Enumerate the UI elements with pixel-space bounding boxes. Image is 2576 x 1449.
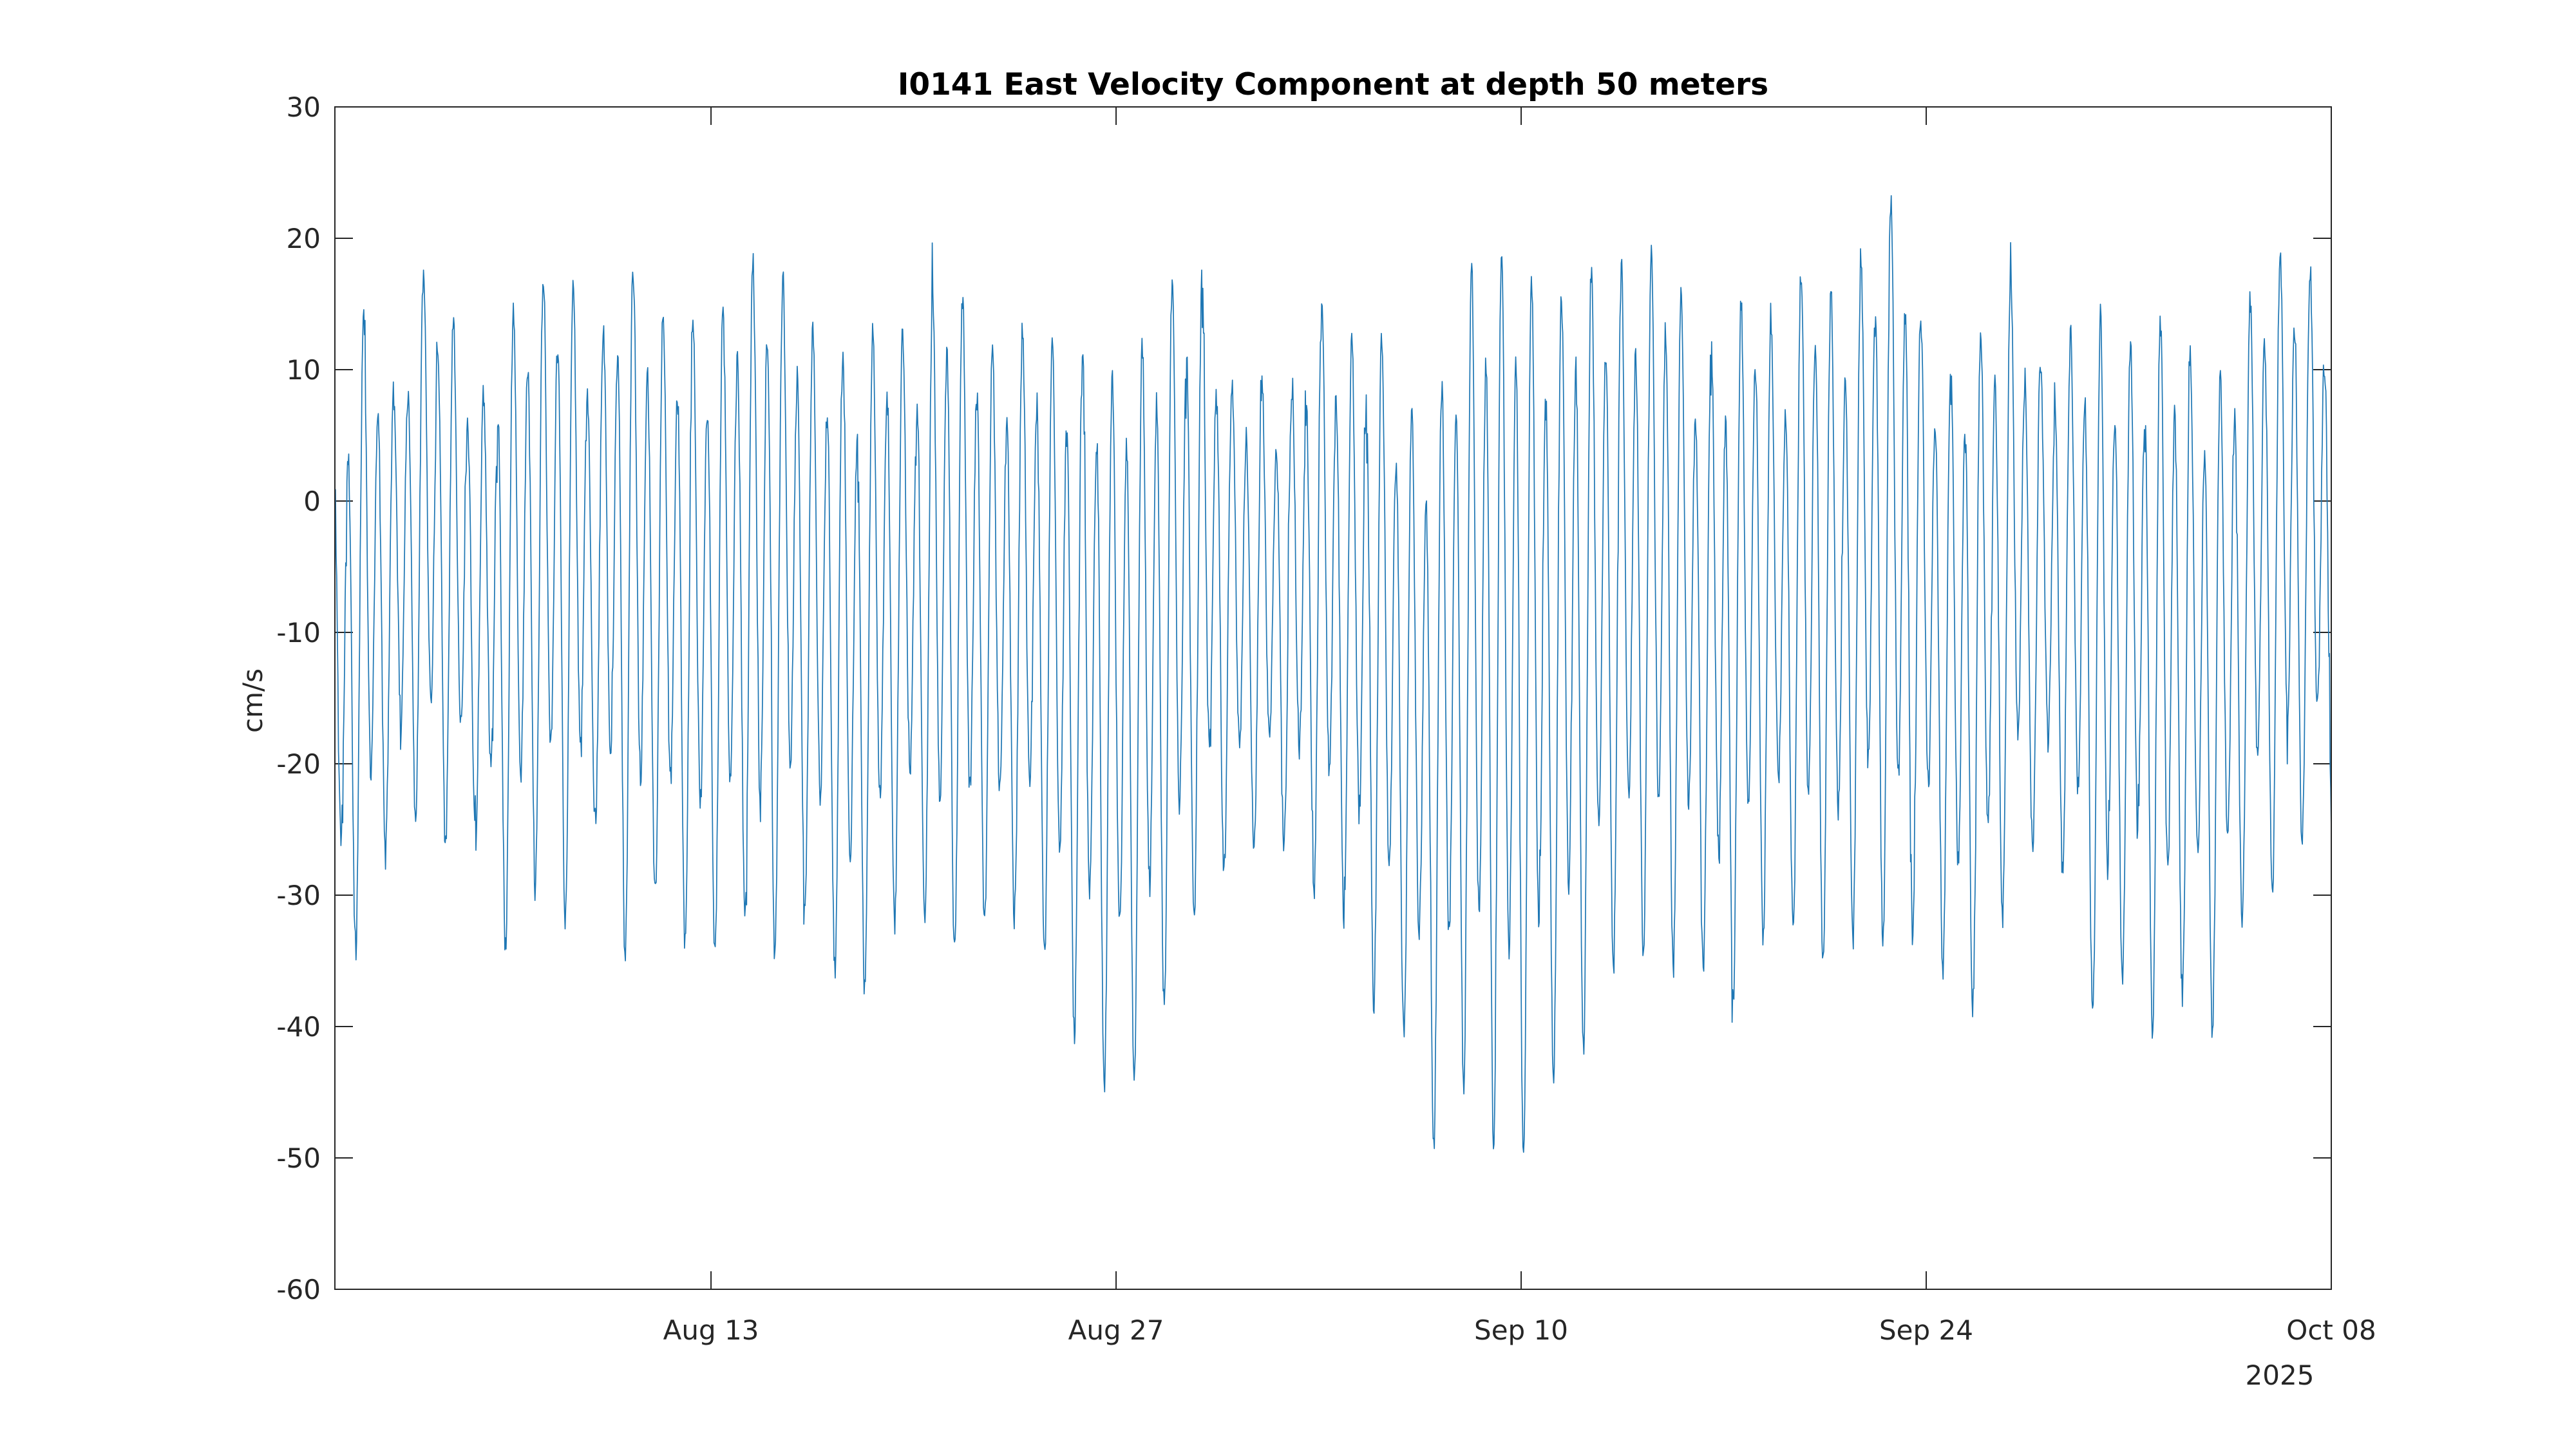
- x-axis-year-label: 2025: [2246, 1359, 2315, 1391]
- y-tick-label: -60: [276, 1274, 321, 1305]
- y-tick-label: -50: [276, 1142, 321, 1174]
- x-tick-label: Aug 27: [1068, 1314, 1164, 1346]
- y-tick-label: 20: [287, 223, 321, 254]
- y-axis-label: cm/s: [237, 668, 269, 733]
- y-tick-label: 0: [303, 486, 321, 517]
- chart-title: I0141 East Velocity Component at depth 5…: [898, 67, 1768, 102]
- series-group: [335, 195, 2331, 1153]
- y-tick-label: 30: [287, 91, 321, 123]
- x-tick-label: Aug 13: [663, 1314, 759, 1346]
- y-tick-label: -30: [276, 880, 321, 911]
- plot-border: [334, 106, 2332, 1290]
- x-tick-label: Sep 10: [1474, 1314, 1568, 1346]
- y-tick-label: 10: [287, 354, 321, 386]
- data-line: [335, 195, 2331, 1153]
- axis-ticks: 30 20 10 0 -10 -20 -30 -40 -50 -60 Aug 13 Aug 27 Sep…: [276, 91, 2376, 1346]
- x-tick-label: Oct 08: [2286, 1314, 2376, 1346]
- y-tick-label: -40: [276, 1011, 321, 1043]
- x-tick-label: Sep 24: [1879, 1314, 1973, 1346]
- y-tick-label: -10: [276, 617, 321, 649]
- y-tick-label: -20: [276, 748, 321, 780]
